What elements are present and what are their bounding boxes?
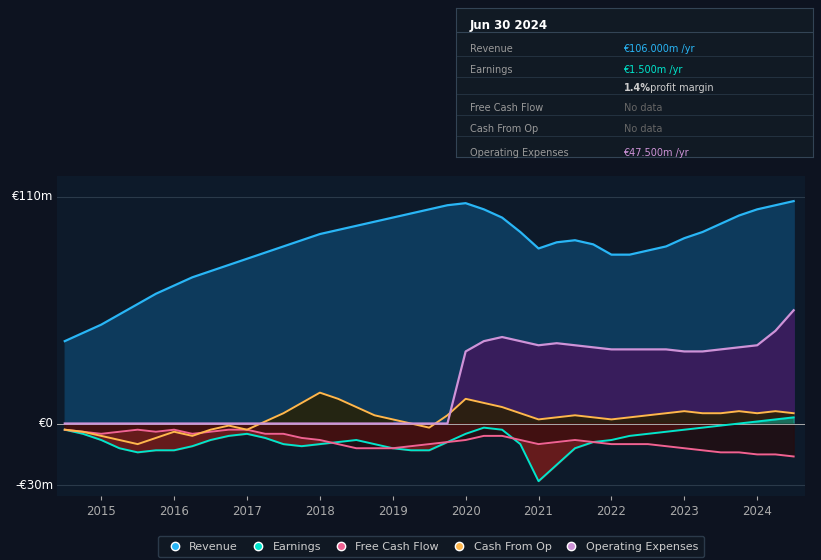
- Text: profit margin: profit margin: [647, 83, 713, 92]
- Text: €110m: €110m: [12, 190, 53, 203]
- Text: No data: No data: [623, 104, 662, 113]
- Text: No data: No data: [623, 124, 662, 134]
- Text: Revenue: Revenue: [470, 44, 512, 54]
- Text: €0: €0: [39, 417, 53, 430]
- Legend: Revenue, Earnings, Free Cash Flow, Cash From Op, Operating Expenses: Revenue, Earnings, Free Cash Flow, Cash …: [158, 536, 704, 557]
- Text: Operating Expenses: Operating Expenses: [470, 148, 569, 158]
- Text: -€30m: -€30m: [16, 479, 53, 492]
- Text: Cash From Op: Cash From Op: [470, 124, 539, 134]
- Text: Free Cash Flow: Free Cash Flow: [470, 104, 544, 113]
- Text: €106.000m /yr: €106.000m /yr: [623, 44, 695, 54]
- Text: €1.500m /yr: €1.500m /yr: [623, 65, 683, 75]
- Text: €47.500m /yr: €47.500m /yr: [623, 148, 689, 158]
- Text: 1.4%: 1.4%: [623, 83, 650, 92]
- Text: Earnings: Earnings: [470, 65, 512, 75]
- Text: Jun 30 2024: Jun 30 2024: [470, 19, 548, 32]
